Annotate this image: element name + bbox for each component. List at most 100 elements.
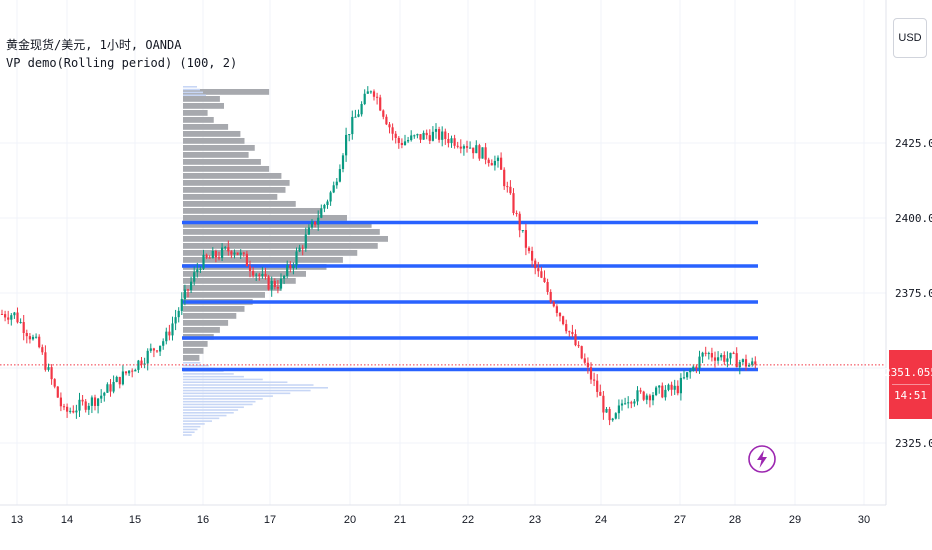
indicator-title[interactable]: VP demo(Rolling period) (100, 2) bbox=[6, 56, 238, 70]
currency-button[interactable]: USD bbox=[893, 18, 927, 58]
symbol-title[interactable]: 黄金现货/美元, 1小时, OANDA bbox=[6, 38, 182, 52]
candle-up bbox=[658, 385, 661, 388]
candle-up bbox=[481, 147, 484, 159]
candle-down bbox=[531, 250, 534, 261]
volume-profile-bar-blue bbox=[183, 395, 273, 397]
volume-profile-bar bbox=[183, 327, 220, 333]
candle-up bbox=[177, 310, 180, 318]
candle-down bbox=[555, 306, 558, 313]
candle-down bbox=[639, 390, 642, 392]
volume-profile-bar bbox=[183, 131, 241, 137]
volume-profile-bar-blue bbox=[183, 378, 263, 381]
price-axis-label: 2425.000 bbox=[895, 137, 932, 150]
time-axis-label: 16 bbox=[197, 514, 209, 526]
candle-up bbox=[496, 157, 500, 161]
candle-up bbox=[354, 116, 357, 118]
candle-down bbox=[565, 324, 568, 332]
candle-down bbox=[252, 270, 255, 276]
candle-up bbox=[717, 357, 720, 361]
candle-down bbox=[642, 391, 645, 400]
candle-up bbox=[183, 289, 186, 300]
volume-profile-bar bbox=[183, 173, 282, 179]
volume-profile-bar bbox=[183, 285, 282, 291]
candle-down bbox=[273, 280, 276, 288]
candle-down bbox=[109, 384, 112, 392]
candle-up bbox=[13, 312, 16, 316]
candle-down bbox=[428, 135, 431, 141]
volume-profile-bar bbox=[183, 341, 208, 347]
candle-up bbox=[224, 247, 227, 249]
candle-up bbox=[90, 397, 93, 406]
candle-up bbox=[620, 403, 624, 406]
volume-profile-bar bbox=[183, 145, 255, 151]
volume-profile-bar-blue bbox=[183, 403, 253, 406]
candle-down bbox=[230, 251, 233, 255]
candle-up bbox=[748, 364, 751, 367]
volume-profile-bar bbox=[183, 355, 200, 361]
candle-up bbox=[741, 359, 744, 363]
candle-up bbox=[605, 408, 608, 413]
candle-up bbox=[270, 280, 273, 290]
candle-down bbox=[168, 331, 171, 336]
candle-down bbox=[276, 287, 279, 289]
volume-profile-bar bbox=[183, 250, 358, 256]
candle-up bbox=[97, 398, 100, 406]
candle-down bbox=[586, 362, 589, 368]
candle-down bbox=[509, 186, 512, 194]
candle-down bbox=[81, 399, 84, 402]
candle-up bbox=[199, 268, 202, 270]
volume-profile-bar-blue bbox=[183, 94, 206, 96]
candle-down bbox=[478, 145, 481, 159]
time-axis[interactable]: 13 14 15 16 17 20 21 22 23 24 27 28 29 30 bbox=[0, 504, 886, 526]
time-axis-label: 15 bbox=[129, 514, 141, 526]
candle-down bbox=[314, 221, 317, 225]
candle-up bbox=[707, 353, 710, 355]
volume-profile-bar bbox=[183, 201, 296, 207]
candle-down bbox=[518, 213, 521, 231]
volume-profile-bar-blue bbox=[183, 381, 288, 384]
candle-down bbox=[527, 247, 531, 251]
candle-down bbox=[264, 273, 267, 277]
candle-down bbox=[593, 379, 596, 381]
time-axis-label: 23 bbox=[529, 514, 541, 526]
candle-down bbox=[379, 97, 382, 111]
candle-down bbox=[583, 358, 586, 363]
candle-down bbox=[704, 352, 707, 354]
candle-down bbox=[214, 251, 217, 258]
candle-down bbox=[425, 132, 428, 136]
candle-down bbox=[558, 312, 562, 317]
candle-down bbox=[571, 332, 574, 335]
candle-down bbox=[118, 376, 121, 385]
price-axis[interactable]: 2325.0002350.0002375.0002400.0002425.000 bbox=[885, 0, 932, 505]
candle-up bbox=[121, 371, 124, 385]
candle-down bbox=[400, 142, 403, 145]
candle-up bbox=[729, 352, 732, 359]
volume-profile-bar bbox=[183, 187, 286, 193]
candle-down bbox=[186, 289, 190, 291]
candle-up bbox=[655, 387, 658, 396]
candle-down bbox=[41, 347, 44, 353]
candle-down bbox=[732, 352, 735, 354]
candle-up bbox=[75, 410, 78, 413]
candle-down bbox=[602, 395, 605, 413]
volume-profile-bar-blue bbox=[183, 364, 210, 367]
candle-down bbox=[397, 137, 400, 143]
price-tag-divider bbox=[891, 384, 930, 385]
candle-up bbox=[298, 247, 301, 252]
candle-up bbox=[614, 413, 617, 419]
volume-profile-bar-blue bbox=[183, 425, 201, 428]
volume-profile-bar-blue bbox=[183, 400, 256, 403]
candle-down bbox=[38, 336, 41, 348]
candle-down bbox=[242, 252, 245, 254]
candle-down bbox=[670, 384, 673, 390]
lightning-bolt-icon[interactable] bbox=[747, 444, 777, 474]
candlestick-series bbox=[0, 86, 757, 426]
volume-profile-bar-blue bbox=[183, 420, 212, 422]
volume-profile-bar-blue bbox=[183, 384, 314, 386]
volume-profile-bar bbox=[183, 166, 270, 172]
candle-down bbox=[447, 138, 450, 144]
volume-profile-bar bbox=[183, 152, 249, 158]
volume-profile-bar-blue bbox=[183, 412, 234, 414]
candle-up bbox=[521, 230, 524, 232]
